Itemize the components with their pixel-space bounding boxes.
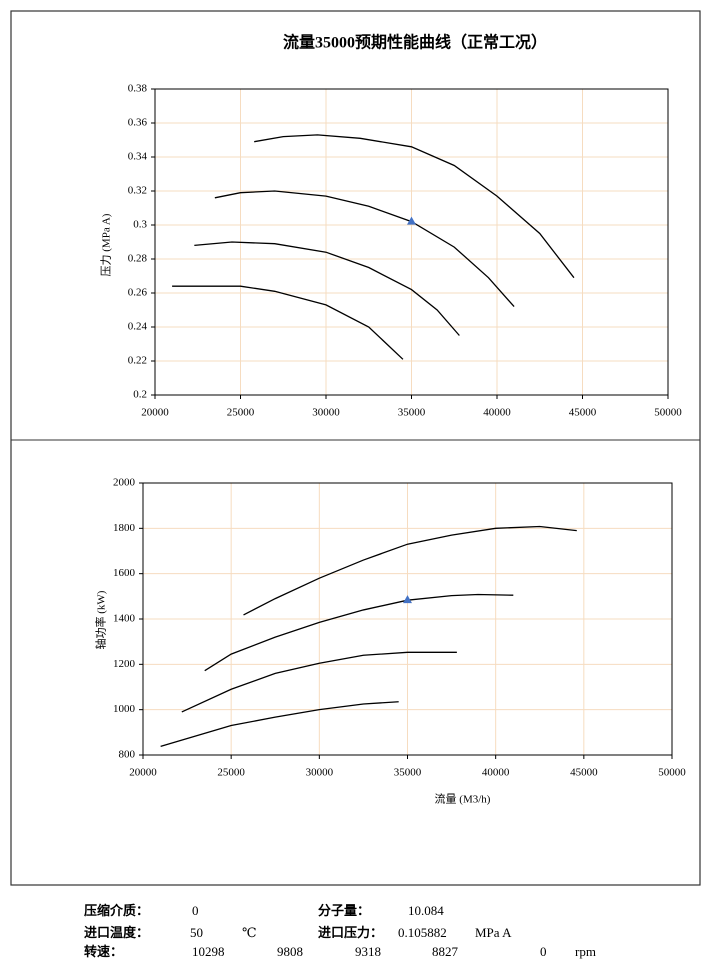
x-tick-label: 30000 — [306, 767, 334, 779]
x-axis-label: 流量 (M3/h) — [435, 792, 491, 806]
marker — [407, 216, 416, 225]
y-tick-label: 0.34 — [128, 151, 148, 163]
field-label: 转速： — [84, 944, 123, 959]
x-tick-label: 40000 — [483, 407, 511, 419]
field-value: 9808 — [277, 944, 303, 959]
field-value: 8827 — [432, 944, 459, 959]
curve — [172, 285, 404, 360]
y-tick-label: 0.28 — [128, 253, 148, 265]
field-label: 进口压力： — [318, 925, 383, 940]
x-tick-label: 45000 — [570, 767, 598, 779]
y-tick-label: 0.24 — [128, 321, 148, 333]
y-tick-label: 800 — [119, 749, 136, 761]
x-tick-label: 30000 — [312, 407, 340, 419]
curve — [194, 241, 460, 336]
y-tick-label: 0.2 — [133, 389, 147, 401]
field-value: MPa A — [475, 925, 512, 940]
x-tick-label: 45000 — [569, 407, 597, 419]
x-tick-label: 25000 — [227, 407, 255, 419]
x-tick-label: 20000 — [141, 407, 169, 419]
x-tick-label: 35000 — [394, 767, 422, 779]
y-tick-label: 0.3 — [133, 219, 147, 231]
field-value: ℃ — [242, 925, 257, 940]
field-label: 压缩介质： — [84, 903, 149, 918]
field-label: 进口温度： — [84, 925, 149, 940]
y-tick-label: 1000 — [113, 703, 136, 715]
field-value: 50 — [190, 925, 203, 940]
curve — [160, 701, 399, 748]
curve — [181, 651, 457, 713]
field-label: 分子量： — [318, 903, 370, 918]
x-tick-label: 35000 — [398, 407, 426, 419]
plot-border — [142, 482, 673, 756]
field-value: 0 — [192, 903, 199, 918]
y-tick-label: 1600 — [113, 567, 136, 579]
curve — [214, 190, 515, 308]
x-tick-label: 50000 — [654, 407, 682, 419]
y-tick-label: 2000 — [113, 477, 136, 489]
marker — [403, 595, 412, 604]
y-tick-label: 0.32 — [128, 185, 147, 197]
y-tick-label: 0.22 — [128, 355, 147, 367]
frame — [10, 10, 701, 886]
chart-title: 流量35000预期性能曲线（正常工况） — [283, 33, 547, 52]
curve — [243, 525, 577, 616]
field-value: 0.105882 — [398, 925, 447, 940]
curve — [254, 134, 575, 279]
y-tick-label: 1800 — [113, 522, 136, 534]
x-tick-label: 25000 — [217, 767, 245, 779]
y-tick-label: 0.36 — [128, 117, 148, 129]
x-tick-label: 40000 — [482, 767, 510, 779]
field-value: 10.084 — [408, 903, 444, 918]
y-tick-label: 1400 — [113, 613, 136, 625]
field-value: 9318 — [355, 944, 381, 959]
field-value: 10298 — [192, 944, 225, 959]
curve — [204, 593, 514, 672]
y-tick-label: 1200 — [113, 658, 136, 670]
x-tick-label: 20000 — [129, 767, 157, 779]
y-axis-label: 压力 (MPa A) — [100, 213, 113, 276]
y-axis-label: 轴功率 (kW) — [94, 590, 108, 649]
y-tick-label: 0.26 — [128, 287, 148, 299]
field-value: 0 — [540, 944, 547, 959]
y-tick-label: 0.38 — [128, 83, 148, 95]
plot-border — [154, 88, 669, 396]
field-value: rpm — [575, 944, 596, 959]
x-tick-label: 50000 — [658, 767, 686, 779]
